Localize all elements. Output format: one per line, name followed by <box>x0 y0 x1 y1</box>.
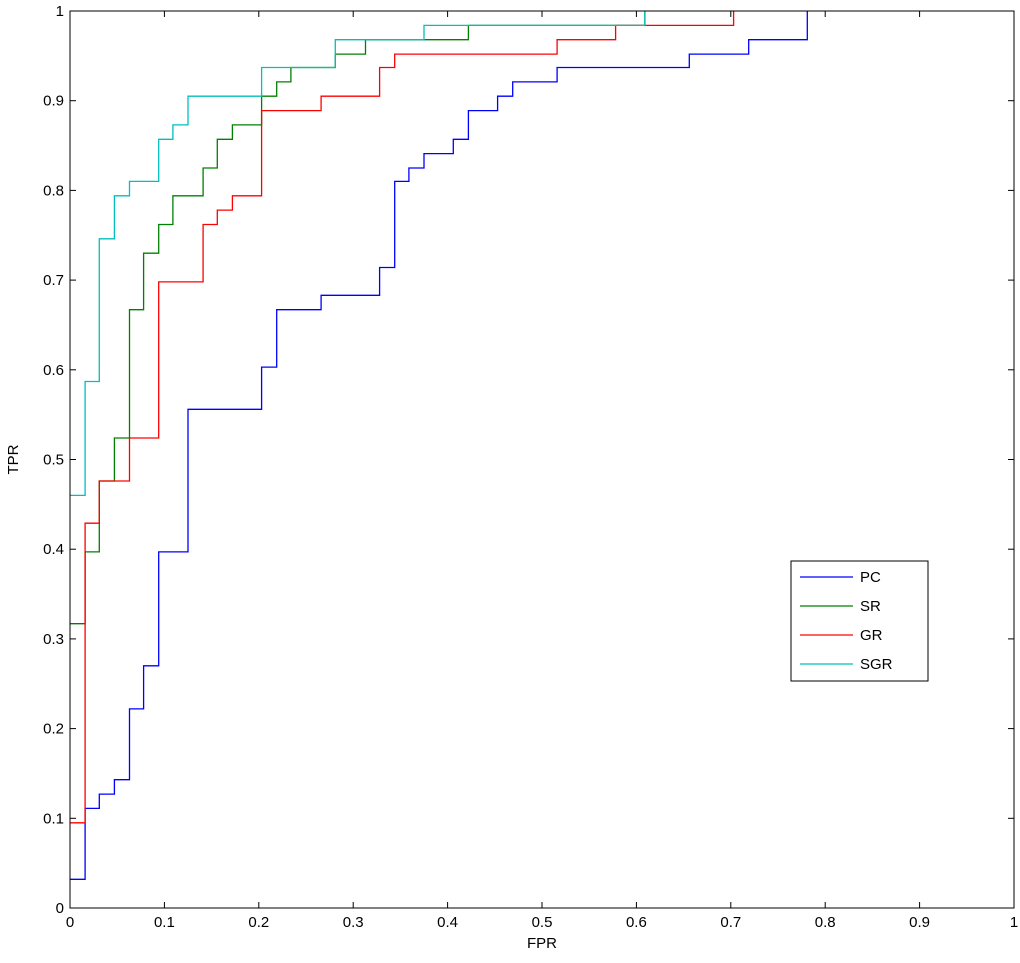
y-tick-label: 0 <box>56 900 64 917</box>
x-tick-label: 0.1 <box>154 914 175 931</box>
y-tick-label: 0.5 <box>43 452 64 469</box>
y-tick-label: 0.8 <box>43 182 64 199</box>
legend-box <box>790 560 929 682</box>
y-tick-label: 0.1 <box>43 810 64 827</box>
series-line-sr <box>70 11 646 625</box>
y-tick-label: 0.4 <box>43 541 64 558</box>
x-tick-label: 1 <box>1010 914 1018 931</box>
x-tick-label: 0.8 <box>815 914 836 931</box>
x-tick-labels: 0 0.1 0.2 0.3 0.4 0.5 0.6 0.7 0.8 0.9 1 <box>66 914 1018 931</box>
y-axis-label: TPR <box>5 444 22 474</box>
y-tick-label: 1 <box>56 3 64 20</box>
y-tick-label: 0.6 <box>43 362 64 379</box>
legend-label-sgr: SGR <box>860 656 893 673</box>
y-tick-label: 0.2 <box>43 721 64 738</box>
y-tick-label: 0.7 <box>43 272 64 289</box>
legend-label-sr: SR <box>860 598 881 615</box>
series-line-pc <box>70 11 808 880</box>
plot-frame <box>69 10 1015 909</box>
series-line-sgr <box>70 11 646 497</box>
y-tick-labels: 0 0.1 0.2 0.3 0.4 0.5 0.6 0.7 0.8 0.9 1 <box>43 3 64 917</box>
legend-label-gr: GR <box>860 627 883 644</box>
x-tick-label: 0 <box>66 914 74 931</box>
x-tick-label: 0.3 <box>343 914 364 931</box>
series-line-gr <box>70 11 735 824</box>
tick-marks <box>69 10 1015 909</box>
x-tick-label: 0.5 <box>532 914 553 931</box>
series-lines <box>70 11 808 880</box>
legend-label-pc: PC <box>860 569 881 586</box>
x-tick-label: 0.9 <box>909 914 930 931</box>
y-tick-label: 0.9 <box>43 93 64 110</box>
x-tick-label: 0.2 <box>248 914 269 931</box>
x-tick-label: 0.7 <box>720 914 741 931</box>
y-tick-label: 0.3 <box>43 631 64 648</box>
legend: PC SR GR SGR <box>790 560 929 682</box>
x-tick-label: 0.6 <box>626 914 647 931</box>
x-tick-label: 0.4 <box>437 914 458 931</box>
x-axis-label: FPR <box>527 935 557 952</box>
